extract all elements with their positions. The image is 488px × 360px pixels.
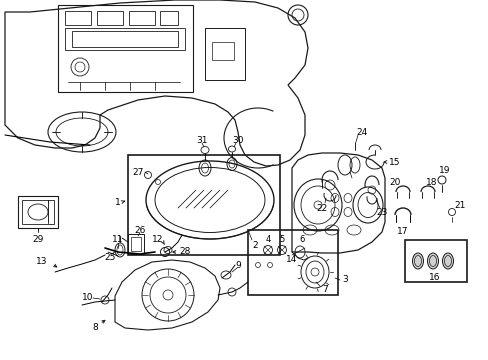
- Bar: [65, 11, 91, 25]
- Text: 7: 7: [322, 285, 327, 294]
- Bar: [204, 28, 244, 80]
- Text: 5: 5: [279, 235, 284, 244]
- Ellipse shape: [412, 253, 423, 269]
- Text: 9: 9: [235, 261, 241, 270]
- Text: 23: 23: [376, 207, 387, 216]
- Text: 30: 30: [232, 135, 243, 144]
- Text: 17: 17: [396, 228, 408, 237]
- Text: 3: 3: [342, 275, 347, 284]
- Ellipse shape: [427, 253, 438, 269]
- Text: 13: 13: [36, 257, 48, 266]
- Text: 21: 21: [453, 201, 465, 210]
- Text: 4: 4: [265, 235, 270, 244]
- Text: 15: 15: [388, 158, 400, 166]
- Bar: [18, 196, 58, 228]
- Bar: [129, 11, 155, 25]
- Text: 8: 8: [92, 324, 98, 333]
- Bar: [72, 31, 178, 47]
- Text: 29: 29: [32, 235, 43, 244]
- Text: 10: 10: [82, 293, 94, 302]
- Text: 26: 26: [134, 225, 145, 234]
- Text: 18: 18: [426, 177, 437, 186]
- Text: 24: 24: [356, 127, 367, 136]
- Text: 27: 27: [132, 167, 143, 176]
- Bar: [131, 237, 141, 251]
- Text: 2: 2: [252, 240, 257, 249]
- Text: 28: 28: [179, 248, 190, 256]
- Text: 19: 19: [438, 166, 450, 175]
- Bar: [128, 155, 280, 255]
- Text: 20: 20: [388, 177, 400, 186]
- Bar: [247, 230, 337, 295]
- Bar: [160, 11, 178, 25]
- Text: 16: 16: [428, 274, 440, 283]
- Text: 11: 11: [112, 235, 123, 244]
- Bar: [404, 240, 466, 282]
- Bar: [212, 42, 234, 60]
- Text: 31: 31: [196, 135, 207, 144]
- Text: 1: 1: [115, 198, 121, 207]
- Text: 12: 12: [152, 235, 163, 244]
- Bar: [128, 234, 143, 254]
- Bar: [65, 28, 184, 50]
- Text: 22: 22: [316, 203, 327, 212]
- Ellipse shape: [146, 161, 273, 239]
- Bar: [22, 200, 54, 224]
- Bar: [97, 11, 123, 25]
- Text: 6: 6: [299, 235, 304, 244]
- Text: 14: 14: [286, 256, 297, 265]
- Text: 25: 25: [104, 253, 116, 262]
- Bar: [58, 5, 193, 92]
- Ellipse shape: [442, 253, 452, 269]
